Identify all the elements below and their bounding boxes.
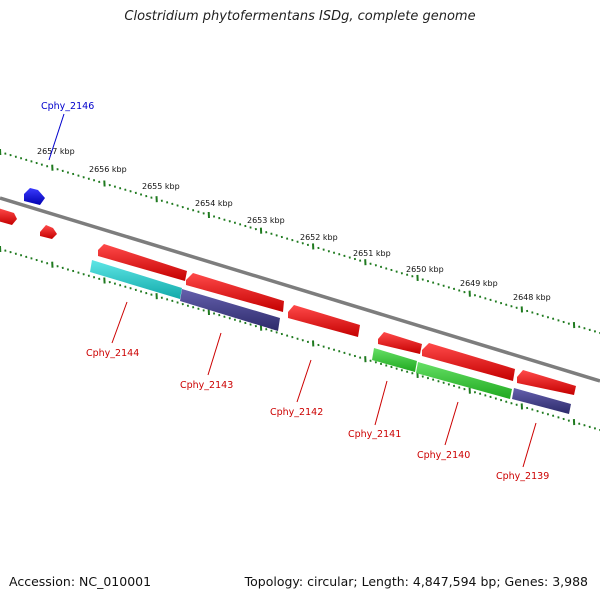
ruler-label: 2649 kbp xyxy=(460,279,498,288)
cds-cphy-2139[interactable] xyxy=(512,388,571,414)
leader-line xyxy=(48,113,65,161)
cds-cphy-2144[interactable] xyxy=(90,260,182,299)
gene-cphy-2141-red[interactable] xyxy=(378,332,422,354)
gene-label-cphy-2146: Cphy_2146 xyxy=(41,101,94,112)
gene-cphy-2146[interactable] xyxy=(24,188,45,205)
cds-cphy-2141[interactable] xyxy=(372,348,417,372)
ruler-label: 2648 kbp xyxy=(513,293,551,302)
ruler-bottom xyxy=(0,245,600,432)
gene-feature[interactable] xyxy=(40,225,57,239)
leader-line xyxy=(444,401,459,446)
gene-label-cphy-2141: Cphy_2141 xyxy=(348,429,401,440)
gene-label-cphy-2142: Cphy_2142 xyxy=(270,407,323,418)
gene-cphy-2143-red[interactable] xyxy=(186,273,284,312)
gene-label-cphy-2143: Cphy_2143 xyxy=(180,380,233,391)
ruler-label: 2652 kbp xyxy=(300,233,338,242)
gene-cphy-2140-red[interactable] xyxy=(422,343,515,381)
gene-label-cphy-2140: Cphy_2140 xyxy=(417,450,470,461)
cds-cphy-2143[interactable] xyxy=(180,289,280,331)
gene-cphy-2142[interactable] xyxy=(288,305,360,337)
ruler-label: 2650 kbp xyxy=(406,265,444,274)
ruler-label: 2655 kbp xyxy=(142,182,180,191)
genome-backbone xyxy=(0,196,600,383)
ruler-top xyxy=(0,148,600,335)
leader-line xyxy=(296,359,312,403)
gene-cphy-2139-red[interactable] xyxy=(517,370,576,395)
gene-label-cphy-2144: Cphy_2144 xyxy=(86,348,139,359)
ruler-label: 2656 kbp xyxy=(89,165,127,174)
leader-line xyxy=(522,422,537,468)
leader-line xyxy=(111,301,128,344)
gene-label-cphy-2139: Cphy_2139 xyxy=(496,471,549,482)
genome-summary: Topology: circular; Length: 4,847,594 bp… xyxy=(244,574,588,589)
leader-line xyxy=(374,380,388,426)
gene-feature[interactable] xyxy=(0,208,17,225)
cds-cphy-2140[interactable] xyxy=(416,362,512,399)
accession-label: Accession: NC_010001 xyxy=(9,574,152,589)
ruler-label: 2651 kbp xyxy=(353,249,391,258)
ruler-label: 2657 kbp xyxy=(37,147,75,156)
gene-cphy-2144-red[interactable] xyxy=(98,244,187,281)
leader-line xyxy=(207,332,222,376)
ruler-label: 2654 kbp xyxy=(195,199,233,208)
ruler-label: 2653 kbp xyxy=(247,216,285,225)
genome-title: Clostridium phytofermentans ISDg, comple… xyxy=(124,9,476,24)
